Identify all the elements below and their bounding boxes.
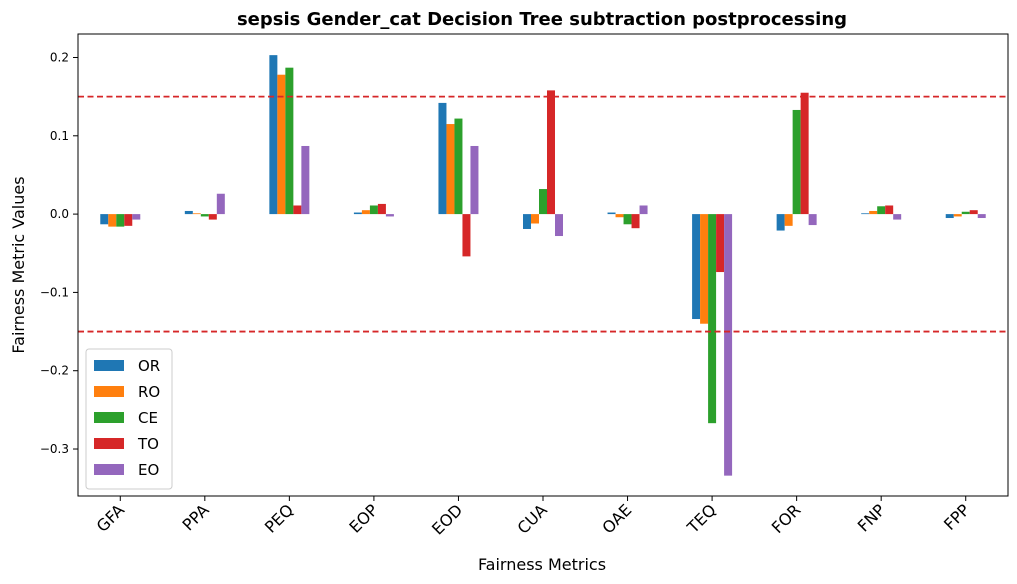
bar-ro-fpp: [953, 214, 962, 217]
x-tick-label-fpp: FPP: [940, 500, 974, 534]
chart-title: sepsis Gender_cat Decision Tree subtract…: [237, 9, 847, 30]
bar-or-fnp: [861, 213, 870, 215]
bar-or-cua: [523, 214, 531, 229]
y-tick-label: −0.1: [40, 285, 69, 299]
bar-eo-ppa: [216, 193, 225, 215]
legend-box: [85, 348, 173, 490]
legend-swatch-ce: [94, 412, 124, 423]
bar-ro-eop: [361, 210, 370, 215]
x-axis: GFA PPA PEQ EOP EOD CUA OAE TEQ FOR FNP FPP: [93, 496, 974, 539]
bar-eo-teq: [724, 214, 733, 476]
legend-label-ro: RO: [138, 383, 160, 401]
bar-eo-gfa: [132, 214, 141, 220]
y-axis: −0.3 −0.2 −0.1 0.0 0.1 0.2: [40, 50, 78, 456]
bar-ce-peq: [285, 67, 294, 215]
bar-ro-peq: [277, 74, 286, 215]
bar-eo-fnp: [893, 214, 902, 220]
x-tick-label-oae: OAE: [598, 500, 635, 537]
y-tick-label: −0.3: [40, 442, 69, 456]
legend-swatch-ro: [94, 386, 124, 397]
bar-ce-gfa: [116, 214, 125, 227]
bar-eo-for: [808, 214, 817, 226]
x-tick-label-eop: EOP: [345, 500, 382, 537]
legend-swatch-or: [94, 360, 124, 371]
bar-ro-eod: [446, 124, 455, 215]
threshold-lines: [78, 95, 1008, 333]
bar-ro-oae: [615, 214, 624, 218]
bar-or-teq: [692, 214, 701, 320]
bar-to-teq: [716, 214, 725, 273]
legend-label-ce: CE: [138, 409, 158, 427]
bar-ce-fnp: [877, 206, 886, 215]
bar-to-eop: [377, 203, 386, 215]
y-tick-label: 0.1: [50, 129, 69, 143]
bar-ro-gfa: [108, 214, 117, 227]
bar-ro-ppa: [192, 213, 201, 215]
bar-to-cua: [547, 90, 555, 215]
bar-ro-for: [784, 214, 793, 226]
x-tick-label-teq: TEQ: [683, 500, 720, 537]
bar-eo-cua: [555, 214, 563, 237]
x-tick-label-fnp: FNP: [854, 500, 889, 535]
x-tick-label-for: FOR: [768, 500, 805, 537]
bar-to-eod: [462, 214, 471, 257]
bar-or-fpp: [945, 214, 954, 219]
bar-ce-for: [792, 109, 801, 215]
bar-or-gfa: [100, 214, 109, 225]
bar-to-for: [800, 92, 809, 215]
x-axis-label: Fairness Metrics: [478, 555, 606, 574]
bar-to-fnp: [885, 205, 894, 215]
bar-or-peq: [269, 55, 278, 215]
bar-ce-eod: [454, 118, 463, 215]
x-tick-label-eod: EOD: [428, 500, 466, 538]
bar-or-for: [776, 214, 785, 231]
y-tick-label: 0.0: [50, 207, 69, 221]
y-axis-label: Fairness Metric Values: [9, 176, 28, 353]
plot-frame: [77, 33, 1009, 497]
bar-ro-teq: [700, 214, 709, 324]
bar-to-peq: [293, 205, 302, 215]
bar-ce-oae: [623, 214, 632, 225]
bar-eo-peq: [301, 145, 310, 215]
legend-swatch-eo: [94, 464, 124, 475]
bar-to-ppa: [208, 214, 217, 220]
bar-ce-cua: [539, 189, 547, 215]
x-tick-label-gfa: GFA: [93, 500, 128, 535]
bar-ce-eop: [369, 205, 378, 215]
bar-eo-fpp: [977, 214, 986, 219]
bar-eo-eop: [385, 214, 394, 217]
bar-or-ppa: [184, 210, 193, 215]
bar-to-fpp: [969, 210, 978, 215]
x-tick-label-cua: CUA: [513, 500, 550, 537]
legend-swatch-to: [94, 438, 124, 449]
y-tick-label: 0.2: [50, 50, 69, 64]
bar-eo-eod: [470, 145, 479, 215]
bar-or-oae: [607, 212, 616, 215]
bars-group: [100, 55, 986, 476]
bar-to-gfa: [124, 214, 133, 226]
bar-ro-fnp: [869, 210, 878, 215]
bar-ce-ppa: [200, 214, 209, 217]
bar-ro-cua: [531, 214, 539, 224]
legend-label-to: TO: [137, 435, 159, 453]
legend-label-or: OR: [138, 357, 160, 375]
legend: OR RO CE TO EO: [85, 348, 173, 490]
legend-label-eo: EO: [138, 461, 159, 479]
bar-eo-oae: [639, 205, 648, 215]
x-tick-label-peq: PEQ: [261, 500, 297, 536]
bar-ce-teq: [708, 214, 717, 424]
bar-ce-fpp: [961, 211, 970, 215]
bar-or-eod: [438, 102, 447, 215]
y-tick-label: −0.2: [40, 364, 69, 378]
bar-to-oae: [631, 214, 640, 229]
x-tick-label-ppa: PPA: [179, 500, 213, 534]
bar-or-eop: [353, 212, 362, 215]
